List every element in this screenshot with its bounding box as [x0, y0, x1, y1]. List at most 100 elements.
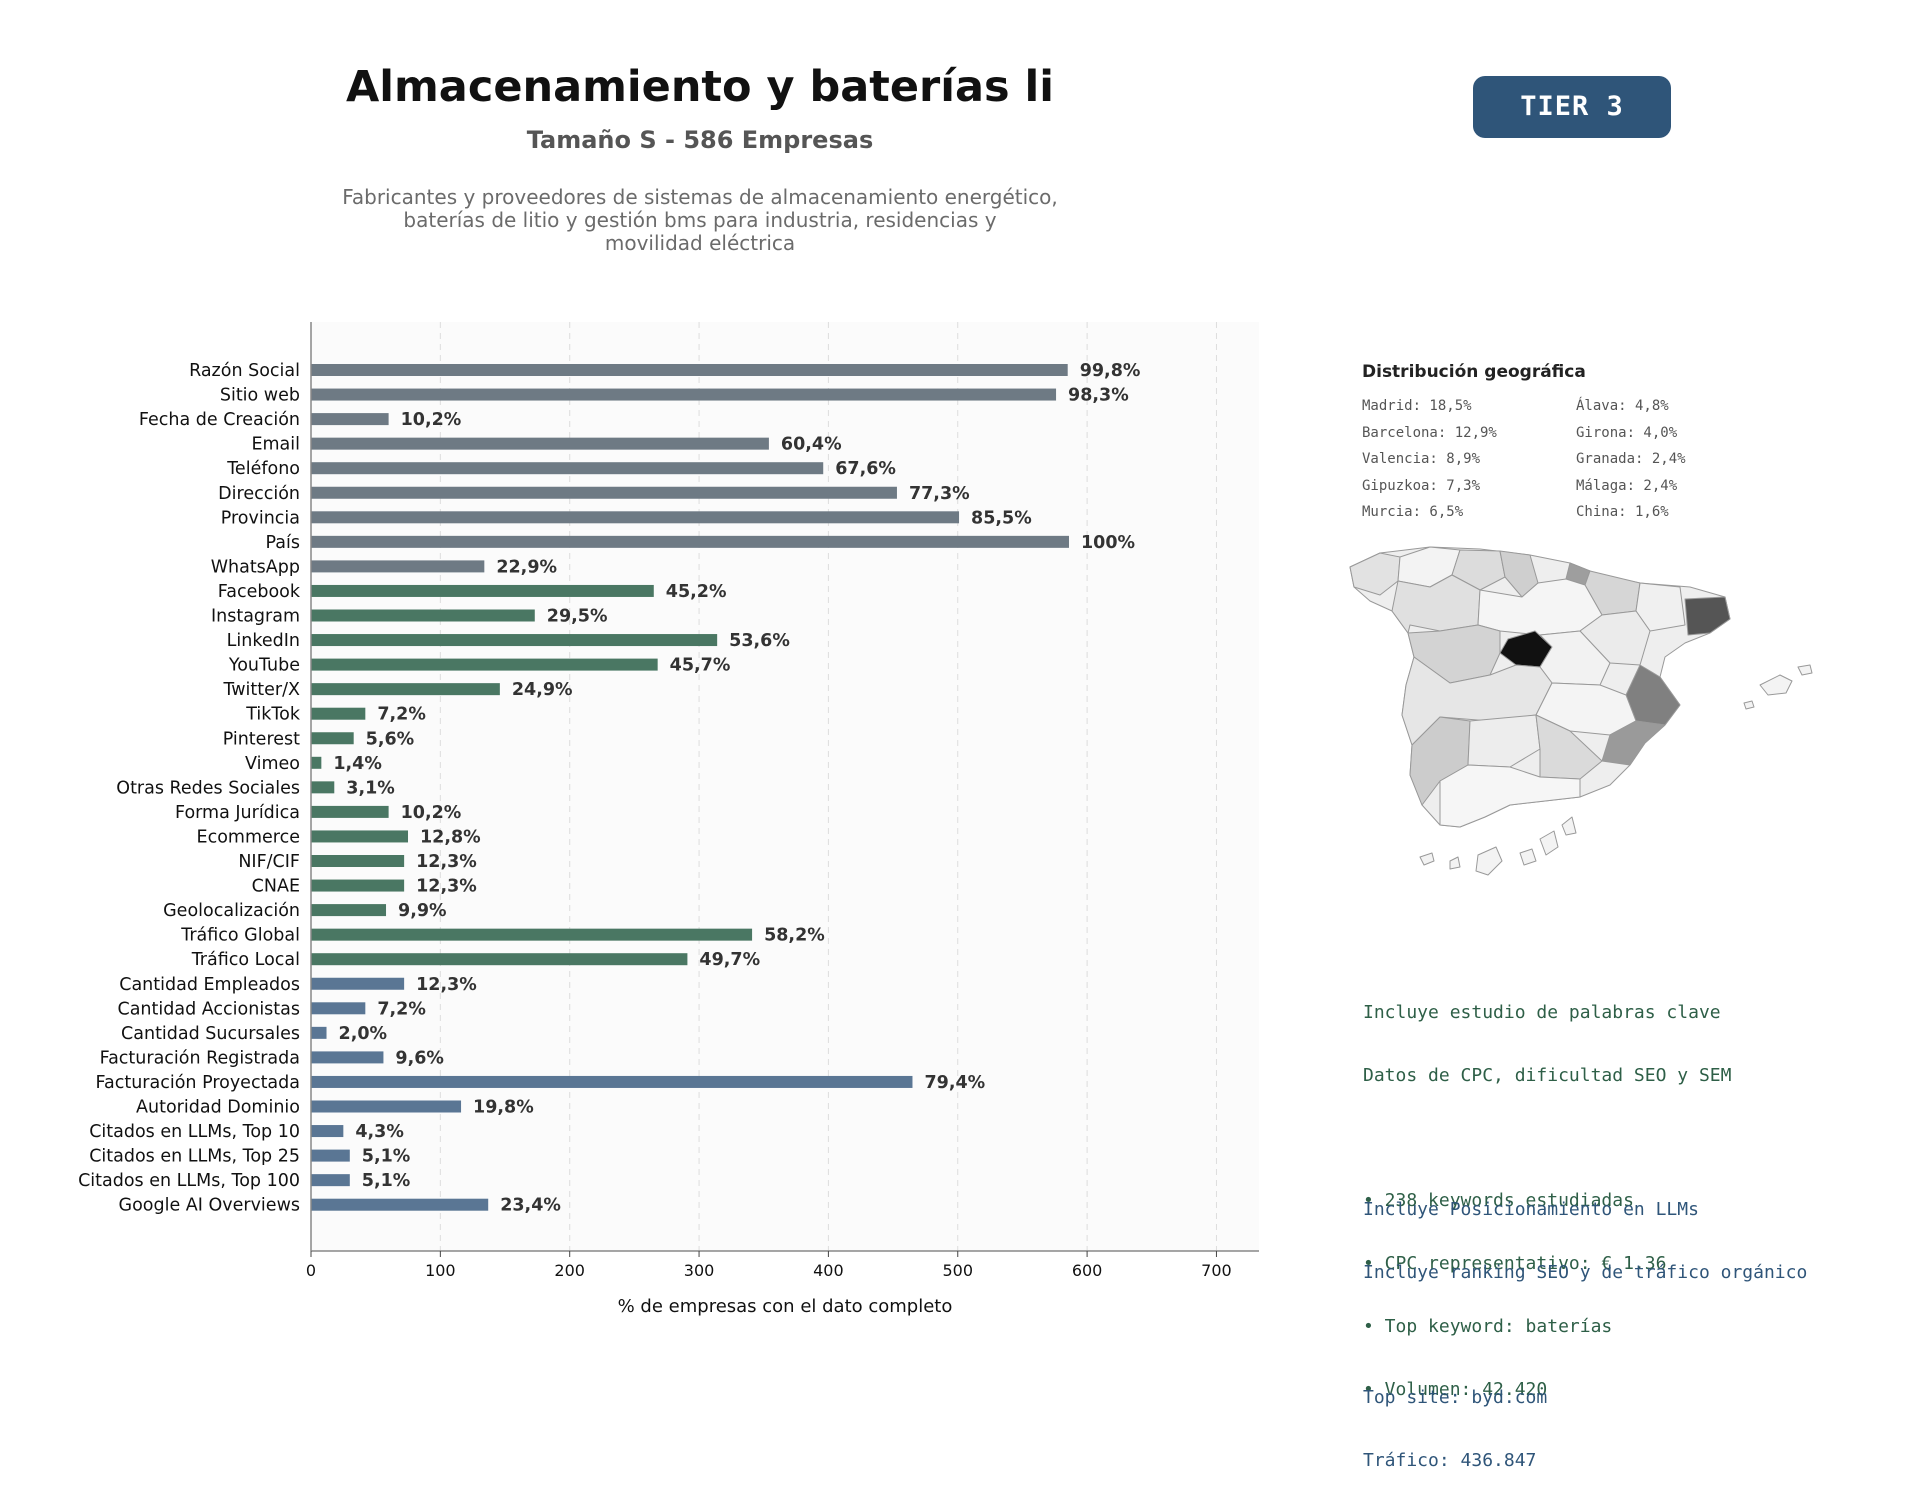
seo-line: Incluye estudio de palabras clave [1363, 1002, 1721, 1023]
description-line: Fabricantes y proveedores de sistemas de… [342, 185, 1058, 209]
value-label: 49,7% [699, 950, 760, 970]
category-label: Autoridad Dominio [136, 1098, 300, 1118]
bar [311, 413, 389, 426]
x-tick-label: 700 [1201, 1261, 1232, 1280]
category-label: NIF/CIF [238, 852, 300, 872]
category-label: Sitio web [220, 386, 300, 406]
category-label: Twitter/X [222, 680, 300, 700]
bar [311, 364, 1068, 376]
bar [311, 756, 322, 769]
category-label: Tráfico Global [180, 926, 300, 946]
category-label: Provincia [221, 508, 300, 528]
x-tick-label: 200 [554, 1261, 585, 1280]
llm-info-block: Incluye Posicionamiento en LLMs Incluye … [1363, 1157, 1807, 1492]
bar [311, 535, 1069, 548]
bar [311, 560, 485, 573]
description-line: movilidad eléctrica [604, 231, 796, 255]
category-label: Facebook [218, 582, 301, 602]
bar [311, 707, 366, 720]
value-label: 12,8% [420, 827, 481, 847]
bar [311, 977, 405, 990]
value-label: 53,6% [729, 631, 790, 651]
geo-list-right: Álava: 4,8% Girona: 4,0% Granada: 2,4% M… [1576, 398, 1686, 531]
bar [311, 658, 658, 671]
geo-entry: Barcelona: 12,9% [1362, 424, 1497, 441]
geo-entry: Madrid: 18,5% [1362, 398, 1472, 414]
value-label: 85,5% [971, 508, 1032, 528]
bar [311, 1125, 344, 1138]
x-axis-label: % de empresas con el dato completo [618, 1296, 953, 1317]
grid-lines [439, 322, 1217, 1251]
value-label: 29,5% [547, 607, 608, 627]
bar [311, 1075, 913, 1088]
bar [311, 855, 405, 867]
category-label: Geolocalización [163, 901, 300, 921]
seo-info-block: Incluye estudio de palabras clave Datos … [1363, 960, 1731, 1421]
value-label: 60,4% [781, 435, 842, 455]
category-label: Forma Jurídica [175, 803, 300, 823]
category-label: TikTok [245, 705, 301, 725]
x-tick-label: 300 [684, 1261, 715, 1280]
value-label: 5,6% [366, 729, 415, 749]
value-label: 7,2% [377, 999, 426, 1019]
category-label: Vimeo [245, 754, 300, 774]
geo-entry: Granada: 2,4% [1576, 451, 1686, 467]
category-label: LinkedIn [227, 631, 300, 651]
top-site: Top site: byd.com [1363, 1387, 1548, 1408]
seo-line: Datos de CPC, dificultad SEO y SEM [1363, 1065, 1732, 1086]
value-labels: 99,8% 98,3% 10,2% 60,4% 67,6% 77,3%85,5% 100% 2… [333, 361, 1140, 1216]
category-label: Fecha de Creación [139, 410, 300, 430]
map-region [1391, 574, 1481, 634]
value-label: 58,2% [764, 926, 825, 946]
category-label: CNAE [252, 877, 300, 897]
sector-description: Fabricantes y proveedores de sistemas de… [280, 186, 1120, 255]
category-label: YouTube [228, 656, 300, 676]
category-label: Tráfico Local [191, 950, 300, 970]
bar [311, 634, 718, 647]
value-label: 79,4% [924, 1073, 985, 1093]
bar [311, 437, 769, 450]
geo-entry: Málaga: 2,4% [1576, 477, 1678, 494]
value-label: 1,4% [333, 754, 382, 774]
value-label: 23,4% [500, 1196, 561, 1216]
value-label: 12,3% [416, 877, 477, 897]
page-subtitle: Tamaño S - 586 Empresas [526, 126, 874, 154]
map-region [1439, 764, 1581, 828]
map-region [1467, 714, 1541, 768]
category-label: Citados en LLMs, Top 100 [78, 1171, 300, 1191]
value-label: 10,2% [401, 803, 462, 823]
value-label: 98,3% [1068, 386, 1129, 406]
bar [311, 1051, 384, 1064]
bar [311, 732, 354, 745]
geo-entry: China: 1,6% [1576, 504, 1669, 520]
completeness-bar-chart: Razón Social Sitio web Fecha de Creación Em… [78, 322, 1259, 1317]
bar [311, 683, 500, 696]
llm-line: Incluye Posicionamiento en LLMs [1363, 1199, 1699, 1220]
value-label: 24,9% [512, 680, 573, 700]
category-label: Pinterest [223, 729, 300, 749]
bar [311, 781, 335, 794]
category-label: Email [251, 435, 300, 455]
seo-bullet: • Volumen: 42.420 [1363, 1379, 1548, 1400]
value-label: 45,2% [666, 582, 727, 602]
value-label: 4,3% [355, 1122, 404, 1142]
page-title: Almacenamiento y baterías li [345, 62, 1055, 112]
tier-badge: TIER 3 [1473, 76, 1671, 138]
bar [311, 584, 654, 597]
bar [311, 830, 409, 843]
seo-bullet: • CPC representativo: € 1.36 [1363, 1253, 1667, 1274]
bar [311, 1002, 366, 1015]
category-label: Cantidad Sucursales [121, 1024, 300, 1044]
x-tick-label: 0 [306, 1261, 316, 1280]
value-label: 7,2% [377, 705, 426, 725]
geo-title: Distribución geográfica [1362, 362, 1586, 382]
category-label: Cantidad Empleados [119, 975, 300, 995]
geo-entry: Girona: 4,0% [1576, 424, 1678, 441]
geo-entry: Gipuzkoa: 7,3% [1362, 477, 1481, 494]
bar [311, 904, 387, 917]
value-label: 100% [1081, 533, 1135, 553]
bar [311, 609, 535, 622]
value-label: 67,6% [835, 459, 896, 479]
bar [311, 928, 753, 941]
map-region [1635, 582, 1686, 632]
